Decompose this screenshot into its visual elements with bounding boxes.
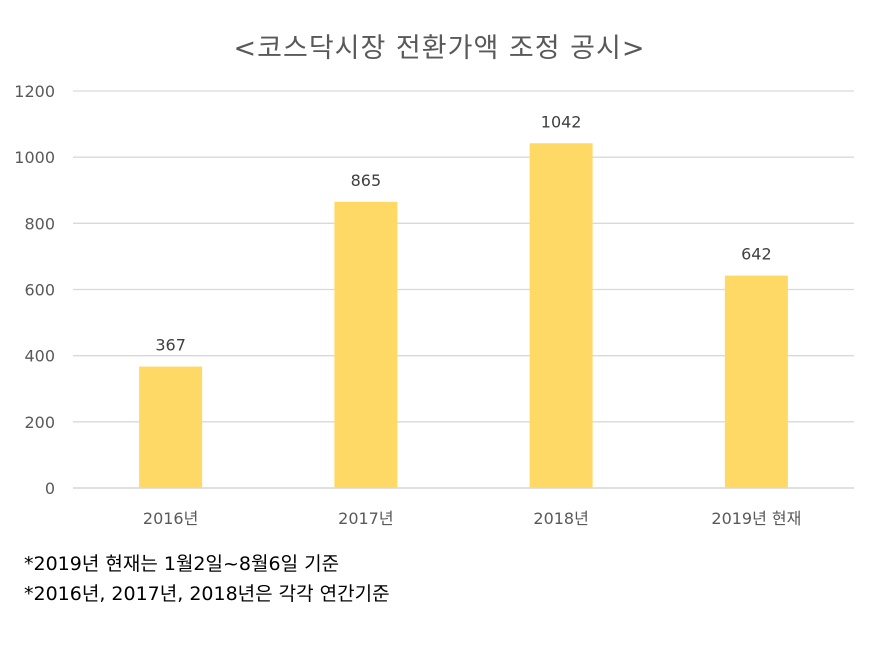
x-tick-label: 2019년 현재 xyxy=(711,509,801,528)
data-label: 865 xyxy=(351,171,382,190)
bar xyxy=(334,201,398,488)
x-tick-label: 2016년 xyxy=(143,509,198,528)
y-tick-label: 0 xyxy=(45,479,55,498)
data-label: 367 xyxy=(155,336,186,355)
y-tick-label: 800 xyxy=(24,214,55,233)
x-tick-label: 2017년 xyxy=(338,509,393,528)
footnote-date-range: *2019년 현재는 1월2일~8월6일 기준 xyxy=(24,553,340,575)
chart-title: <코스닥시장 전환가액 조정 공시> xyxy=(233,33,646,64)
data-label: 1042 xyxy=(541,112,582,131)
bar xyxy=(724,275,788,488)
data-label: 642 xyxy=(741,245,772,264)
y-tick-label: 1000 xyxy=(14,148,55,167)
y-tick-label: 600 xyxy=(24,281,55,300)
footnote-annual-basis: *2016년, 2017년, 2018년은 각각 연간기준 xyxy=(24,583,390,605)
x-tick-label: 2018년 xyxy=(533,509,588,528)
y-tick-label: 400 xyxy=(24,347,55,366)
bar xyxy=(529,143,593,488)
bar xyxy=(139,366,203,488)
y-tick-label: 1200 xyxy=(14,82,55,101)
bar-chart: 0 200 400 600 800 1000 1200 367 2016년 865 2017년 104… xyxy=(14,82,854,528)
y-tick-label: 200 xyxy=(24,413,55,432)
